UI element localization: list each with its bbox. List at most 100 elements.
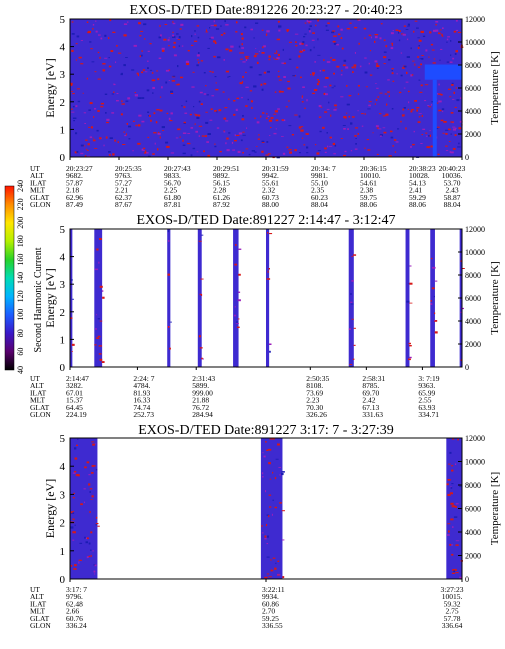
noise-pixel	[116, 100, 119, 102]
noise-pixel	[255, 22, 259, 24]
noise-pixel	[368, 101, 372, 103]
noise-pixel	[245, 86, 249, 88]
noise-pixel	[88, 474, 91, 476]
noise-pixel	[106, 118, 110, 121]
noise-pixel	[133, 44, 137, 47]
noise-pixel	[447, 36, 450, 38]
noise-pixel	[84, 123, 86, 124]
noise-pixel	[452, 57, 455, 60]
orbit-value: 21.88	[192, 396, 209, 405]
noise-pixel	[201, 293, 203, 296]
noise-pixel	[269, 233, 273, 235]
noise-pixel	[355, 143, 357, 145]
noise-pixel	[223, 131, 226, 133]
noise-pixel	[282, 576, 285, 579]
panel-title: EXOS-D/TED Date:891226 20:23:27 - 20:40:…	[130, 3, 403, 18]
orbit-value: 62.96	[66, 193, 83, 202]
noise-pixel	[207, 154, 211, 157]
noise-pixel	[93, 465, 96, 467]
noise-pixel	[304, 22, 307, 24]
noise-pixel	[406, 71, 408, 74]
noise-pixel	[73, 492, 75, 494]
noise-pixel	[147, 67, 149, 69]
data-band	[233, 229, 239, 367]
noise-pixel	[430, 145, 434, 148]
noise-pixel	[409, 302, 413, 304]
noise-pixel	[78, 559, 82, 561]
noise-pixel	[238, 132, 243, 135]
noise-pixel	[237, 299, 241, 302]
noise-pixel	[268, 119, 273, 122]
spectrogram-background	[70, 19, 462, 157]
noise-pixel	[282, 152, 286, 155]
noise-pixel	[207, 47, 210, 49]
noise-pixel	[288, 58, 292, 60]
noise-pixel	[95, 468, 98, 471]
noise-pixel	[455, 503, 459, 505]
noise-pixel	[281, 91, 284, 93]
orbit-value: 252.73	[133, 410, 154, 419]
noise-pixel	[161, 126, 165, 129]
noise-pixel	[344, 117, 347, 119]
noise-pixel	[278, 29, 281, 32]
noise-pixel	[391, 70, 393, 72]
noise-pixel	[104, 34, 107, 37]
noise-pixel	[169, 347, 171, 350]
noise-pixel	[424, 84, 429, 86]
noise-pixel	[74, 457, 78, 460]
noise-pixel	[302, 86, 305, 88]
noise-pixel	[442, 27, 444, 29]
noise-pixel	[387, 91, 390, 93]
data-band	[94, 229, 103, 367]
orbit-value: 20:29:51	[213, 164, 240, 173]
noise-pixel	[201, 234, 204, 236]
noise-pixel	[332, 142, 336, 146]
orbit-value: 61.80	[164, 193, 181, 202]
noise-pixel	[450, 40, 452, 42]
noise-pixel	[224, 107, 228, 109]
orbit-value: 54.61	[360, 178, 377, 187]
noise-pixel	[169, 120, 173, 122]
orbit-row-label: ALT	[30, 171, 44, 180]
noise-pixel	[74, 564, 77, 567]
noise-pixel	[225, 142, 227, 145]
noise-pixel	[460, 311, 463, 313]
noise-pixel	[239, 58, 243, 60]
noise-pixel	[397, 128, 400, 130]
orbit-value: 2:14:47	[66, 374, 89, 383]
noise-pixel	[84, 536, 87, 539]
noise-pixel	[427, 105, 430, 106]
noise-pixel	[120, 73, 123, 76]
noise-pixel	[282, 48, 284, 51]
noise-pixel	[83, 145, 86, 147]
noise-pixel	[215, 82, 217, 84]
noise-pixel	[127, 21, 129, 23]
noise-pixel	[300, 76, 302, 79]
noise-pixel	[196, 64, 199, 67]
noise-pixel	[82, 92, 84, 94]
orbit-row-label: GLON	[30, 410, 51, 419]
noise-pixel	[151, 79, 156, 82]
noise-pixel	[359, 65, 362, 68]
noise-pixel	[414, 100, 417, 102]
noise-pixel	[440, 94, 443, 96]
noise-pixel	[122, 144, 126, 145]
noise-pixel	[98, 345, 102, 347]
noise-pixel	[380, 23, 383, 25]
noise-pixel	[420, 84, 423, 87]
noise-pixel	[89, 488, 93, 490]
noise-pixel	[73, 120, 75, 122]
noise-pixel	[322, 126, 325, 129]
noise-pixel	[78, 561, 80, 564]
noise-pixel	[186, 63, 190, 66]
noise-pixel	[167, 230, 170, 233]
noise-pixel	[450, 486, 452, 488]
noise-pixel	[292, 75, 296, 77]
noise-pixel	[224, 20, 226, 23]
noise-pixel	[88, 555, 91, 558]
noise-pixel	[448, 463, 451, 465]
noise-pixel	[113, 91, 115, 93]
orbit-value: 60.76	[66, 614, 83, 623]
noise-pixel	[314, 61, 316, 63]
noise-pixel	[410, 110, 413, 113]
